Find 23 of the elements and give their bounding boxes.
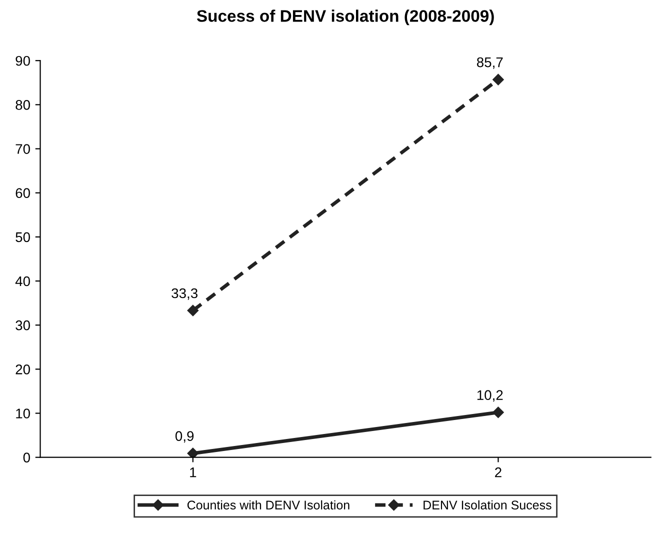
y-tick-label: 80 <box>16 100 30 110</box>
chart-title: Sucess of DENV isolation (2008-2009) <box>196 10 494 26</box>
data-label: 85,7 <box>476 57 503 69</box>
point <box>187 304 199 316</box>
y-tick-label: 40 <box>15 276 30 286</box>
data-label: 33,3 <box>172 288 198 300</box>
data-label: 0,9 <box>175 431 194 443</box>
point <box>492 406 504 418</box>
x-tick-label: 1 <box>190 468 196 478</box>
y-tick-label: 90 <box>16 56 30 66</box>
y-tick-label: 10 <box>16 408 30 418</box>
point <box>187 448 199 458</box>
y-tick-label: 30 <box>16 320 30 330</box>
x-tick-label: 2 <box>495 467 502 478</box>
data-label: 10,2 <box>477 390 503 402</box>
y-tick-label: 60 <box>16 188 30 198</box>
y-tick-label: 50 <box>16 232 30 242</box>
y-tick-label: 70 <box>16 144 30 154</box>
point <box>492 74 504 86</box>
legend-label: Counties with DENV Isolation <box>187 500 350 510</box>
y-tick-label: 20 <box>16 364 30 374</box>
legend-label: DENV Isolation Sucess <box>424 500 552 510</box>
y-tick-label: 0 <box>23 452 30 462</box>
